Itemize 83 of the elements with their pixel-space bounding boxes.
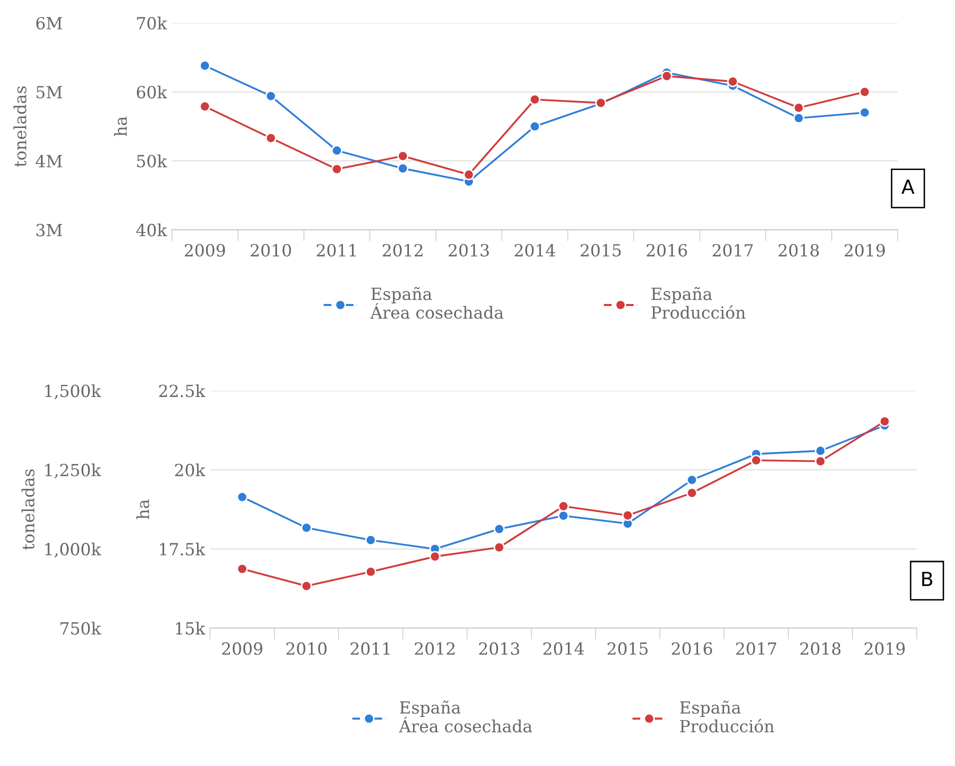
point — [300, 522, 312, 534]
point — [814, 445, 826, 456]
point — [814, 456, 826, 467]
point — [859, 86, 870, 98]
x-tick-label: 2014 — [543, 642, 584, 655]
point — [199, 100, 210, 112]
point — [365, 566, 376, 578]
point — [529, 94, 540, 106]
y-tick-label: 60k — [136, 86, 168, 98]
x-tick-label: 2017 — [712, 244, 753, 257]
x-tick-label: 2009 — [222, 642, 262, 655]
point — [727, 76, 738, 88]
legend-label: España Producción — [680, 700, 774, 732]
text: A — [901, 180, 914, 194]
x-tick-label: 2013 — [448, 244, 489, 257]
y-tick-label: 50k — [137, 154, 168, 168]
text: B — [922, 572, 932, 586]
point — [622, 510, 634, 521]
point — [793, 102, 804, 114]
point — [558, 510, 570, 522]
x-tick-label: 2018 — [778, 244, 819, 257]
point — [236, 563, 248, 574]
x-tick-label: 2016 — [646, 244, 687, 257]
point — [265, 132, 276, 144]
point — [793, 112, 804, 124]
point — [331, 144, 342, 156]
y2-tick-label: 1,250k — [45, 463, 102, 478]
x-tick-label: 2013 — [479, 642, 520, 655]
y2-tick-label: 5M — [36, 86, 62, 98]
point — [494, 542, 505, 553]
x-tick-label: 2010 — [250, 244, 291, 257]
y-tick-label: 15k — [176, 622, 206, 635]
y2-axis-title: toneladas — [22, 469, 34, 550]
x-tick-label: 2010 — [286, 642, 327, 655]
x-tick-label: 2011 — [316, 244, 356, 257]
x-tick-label: 2017 — [736, 642, 776, 655]
point — [686, 487, 698, 498]
y-tick-label: 17.5k — [160, 542, 206, 556]
y-axis-title: ha — [114, 116, 127, 136]
point — [397, 150, 408, 162]
x-tick-label: 2012 — [382, 244, 422, 257]
y-tick-label: 20k — [175, 463, 206, 476]
legend-label: España Producción — [651, 286, 746, 319]
x-tick-label: 2009 — [184, 244, 225, 257]
y-tick-label: 22.5k — [159, 384, 206, 398]
y2-axis-title: toneladas — [14, 86, 26, 167]
y2-tick-label: 3M — [36, 224, 62, 236]
x-tick-label: 2016 — [672, 642, 712, 655]
point — [199, 60, 210, 72]
point — [300, 580, 312, 592]
point — [879, 416, 890, 427]
y2-tick-label: 1,000k — [45, 542, 102, 558]
x-tick-label: 2014 — [514, 244, 556, 257]
point — [429, 551, 441, 562]
x-tick-label: 2011 — [350, 642, 390, 655]
point — [859, 107, 870, 118]
point — [494, 523, 505, 535]
point — [397, 162, 408, 174]
point — [558, 500, 570, 512]
legend-label: España Área cosechada — [370, 286, 504, 319]
point — [750, 454, 762, 466]
y2-tick-label: 1,500k — [45, 384, 102, 400]
point — [661, 70, 672, 82]
x-tick-label: 2015 — [608, 642, 648, 655]
y-tick-label: 40k — [136, 223, 168, 236]
point — [236, 491, 248, 503]
y-tick-label: 70k — [137, 16, 168, 30]
point — [365, 534, 376, 546]
point — [463, 169, 474, 180]
point — [686, 474, 698, 486]
point — [529, 120, 540, 132]
y2-tick-label: 750k — [60, 622, 102, 635]
x-tick-label: 2015 — [580, 244, 621, 257]
point — [331, 164, 342, 175]
legend-label: España Área cosechada — [398, 700, 532, 732]
point — [265, 90, 276, 102]
x-tick-label: 2019 — [864, 642, 905, 655]
y2-tick-label: 4M — [36, 154, 62, 168]
x-tick-label: 2019 — [844, 244, 885, 257]
x-tick-label: 2012 — [414, 642, 455, 655]
y-axis-title: ha — [136, 500, 150, 520]
x-tick-label: 2018 — [800, 642, 841, 655]
y2-tick-label: 6M — [36, 16, 62, 30]
